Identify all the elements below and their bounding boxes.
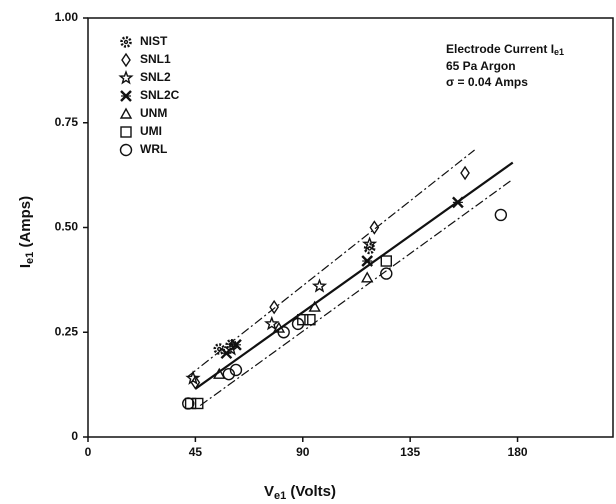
legend-marker xyxy=(118,70,134,85)
data-point xyxy=(361,236,378,251)
data-point xyxy=(460,165,470,181)
marker-part xyxy=(264,315,280,331)
data-point xyxy=(291,317,305,331)
data-point xyxy=(220,347,233,360)
x-tick-label: 45 xyxy=(189,445,203,459)
legend-label: UMI xyxy=(140,124,162,138)
legend-marker xyxy=(119,107,133,119)
annotation-text: Electrode Current I xyxy=(446,42,554,56)
data-point xyxy=(361,255,374,267)
legend-label: SNL2C xyxy=(140,88,180,102)
upper-bound-line xyxy=(187,149,475,377)
marker-part xyxy=(229,363,243,377)
x-tick-label: 0 xyxy=(85,445,92,459)
marker-part xyxy=(217,346,222,352)
legend-marker xyxy=(119,143,133,157)
y-tick-label: 0.25 xyxy=(55,324,79,338)
data-point xyxy=(369,220,380,235)
marker-part xyxy=(369,220,380,235)
marker-part xyxy=(185,370,201,385)
legend-label: WRL xyxy=(140,142,167,156)
legend-label: SNL2 xyxy=(140,70,171,84)
y-label-unit: (Amps) xyxy=(17,196,34,252)
marker-part xyxy=(363,242,376,255)
fit-line xyxy=(194,161,514,390)
x-label-symbol: V xyxy=(264,483,274,500)
marker-part xyxy=(380,267,393,280)
legend-marker xyxy=(120,36,132,48)
data-point xyxy=(230,338,242,351)
marker-part xyxy=(494,208,508,222)
y-label-symbol: I xyxy=(17,264,34,268)
x-label-unit: (Volts) xyxy=(286,483,336,500)
legend-marker xyxy=(121,52,131,68)
marker-part xyxy=(222,367,235,381)
marker-part xyxy=(192,397,204,410)
data-point xyxy=(222,367,235,381)
x-tick-label: 180 xyxy=(508,445,528,459)
marker-part xyxy=(213,367,226,379)
y-axis-title: Ie1 (Amps) xyxy=(17,196,36,268)
x-tick-label: 90 xyxy=(296,445,310,459)
marker-part xyxy=(119,107,133,119)
marker-part xyxy=(291,317,305,331)
data-point xyxy=(494,208,508,222)
legend-marker xyxy=(120,90,132,102)
data-point xyxy=(308,300,321,312)
marker-part xyxy=(119,143,133,157)
y-tick-label: 0.50 xyxy=(55,220,79,234)
y-tick-label: 0 xyxy=(71,429,78,443)
data-point xyxy=(311,278,328,293)
annotation-subscript: e1 xyxy=(554,47,564,57)
data-point xyxy=(361,271,374,283)
data-point xyxy=(229,363,243,377)
data-point xyxy=(269,299,279,315)
marker-part xyxy=(269,299,279,315)
marker-part xyxy=(361,271,374,283)
legend-label: NIST xyxy=(140,34,168,48)
data-point xyxy=(380,267,393,280)
marker-part xyxy=(380,255,392,267)
x-label-subscript: e1 xyxy=(274,490,286,502)
marker-part xyxy=(304,313,316,326)
annotation: 65 Pa Argon xyxy=(446,59,516,73)
data-point xyxy=(185,370,201,385)
marker-part xyxy=(460,165,470,181)
marker-part xyxy=(308,300,321,312)
marker-part xyxy=(121,52,131,68)
legend-label: SNL1 xyxy=(140,52,171,66)
data-point xyxy=(452,196,464,209)
x-axis-title: Ve1 (Volts) xyxy=(264,483,336,502)
data-point xyxy=(277,326,290,339)
marker-part xyxy=(118,70,134,85)
marker-part xyxy=(123,39,129,45)
legend-label: UNM xyxy=(140,106,167,120)
legend-marker xyxy=(120,126,132,138)
y-tick-label: 1.00 xyxy=(55,10,79,24)
data-point xyxy=(223,341,239,356)
data-point xyxy=(192,397,204,410)
marker-part xyxy=(311,278,328,293)
x-tick-label: 135 xyxy=(400,445,420,459)
annotation: Electrode Current Ie1 xyxy=(446,42,564,57)
annotation: σ = 0.04 Amps xyxy=(446,75,528,89)
y-tick-label: 0.75 xyxy=(55,115,79,129)
marker-part xyxy=(120,126,132,138)
marker-part xyxy=(120,36,132,48)
marker-part xyxy=(182,397,195,410)
marker-part xyxy=(277,326,290,339)
y-label-subscript: e1 xyxy=(24,252,36,264)
data-point xyxy=(264,315,280,331)
marker-part xyxy=(361,236,378,251)
marker-part xyxy=(223,341,239,356)
lower-bound-line xyxy=(199,178,514,407)
data-point xyxy=(182,397,195,410)
data-point xyxy=(213,367,226,379)
data-point xyxy=(304,313,316,326)
data-point xyxy=(380,255,392,267)
